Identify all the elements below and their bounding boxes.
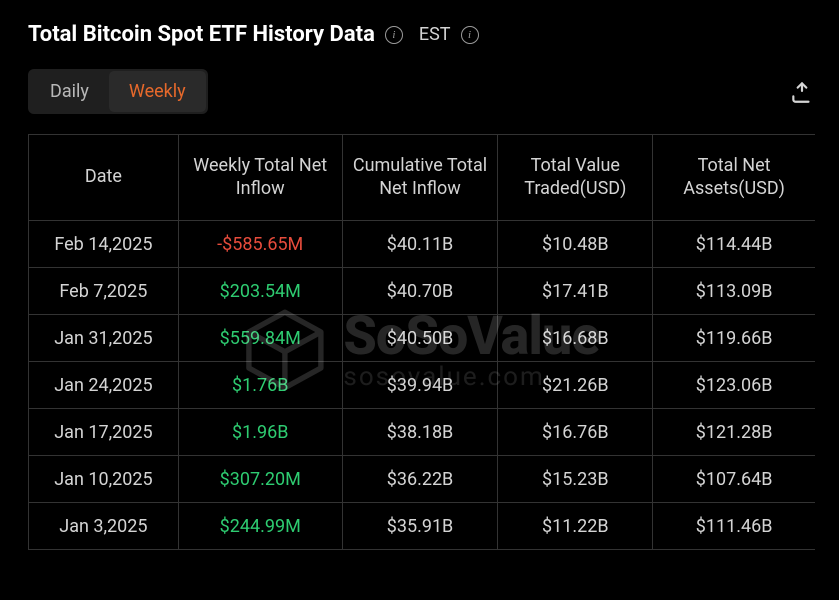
cell-traded: $16.68B <box>498 315 653 362</box>
table-row: Jan 17,2025$1.96B$38.18B$16.76B$121.28B <box>29 409 815 456</box>
table-body: Feb 14,2025-$585.65M$40.11B$10.48B$114.4… <box>29 221 815 550</box>
cell-inflow: $559.84M <box>179 315 343 362</box>
info-icon[interactable]: i <box>385 26 403 44</box>
tab-weekly[interactable]: Weekly <box>109 71 206 112</box>
cell-assets: $119.66B <box>653 315 815 362</box>
cell-traded: $15.23B <box>498 456 653 503</box>
cell-date: Jan 31,2025 <box>29 315 179 362</box>
data-table: Date Weekly Total Net Inflow Cumulative … <box>28 134 815 550</box>
page-title: Total Bitcoin Spot ETF History Data <box>28 22 375 47</box>
cell-date: Feb 14,2025 <box>29 221 179 268</box>
table-row: Jan 10,2025$307.20M$36.22B$15.23B$107.64… <box>29 456 815 503</box>
cell-inflow: $1.96B <box>179 409 343 456</box>
cell-date: Jan 3,2025 <box>29 503 179 550</box>
cell-inflow: -$585.65M <box>179 221 343 268</box>
timezone-label: EST <box>419 24 451 45</box>
cell-cumulative: $36.22B <box>343 456 499 503</box>
period-tabs: Daily Weekly <box>28 69 208 114</box>
cell-assets: $123.06B <box>653 362 815 409</box>
cell-assets: $121.28B <box>653 409 815 456</box>
table-row: Jan 31,2025$559.84M$40.50B$16.68B$119.66… <box>29 315 815 362</box>
cell-traded: $10.48B <box>498 221 653 268</box>
share-icon[interactable] <box>789 79 815 105</box>
cell-date: Jan 24,2025 <box>29 362 179 409</box>
col-header-inflow: Weekly Total Net Inflow <box>179 135 343 221</box>
cell-assets: $113.09B <box>653 268 815 315</box>
cell-assets: $114.44B <box>653 221 815 268</box>
cell-assets: $111.46B <box>653 503 815 550</box>
cell-inflow: $307.20M <box>179 456 343 503</box>
cell-date: Jan 10,2025 <box>29 456 179 503</box>
table-header-row: Date Weekly Total Net Inflow Cumulative … <box>29 135 815 221</box>
cell-date: Feb 7,2025 <box>29 268 179 315</box>
controls-row: Daily Weekly <box>28 69 815 114</box>
col-header-traded: Total Value Traded(USD) <box>498 135 653 221</box>
col-header-date: Date <box>29 135 179 221</box>
cell-cumulative: $38.18B <box>343 409 499 456</box>
table-row: Feb 14,2025-$585.65M$40.11B$10.48B$114.4… <box>29 221 815 268</box>
cell-traded: $17.41B <box>498 268 653 315</box>
cell-traded: $16.76B <box>498 409 653 456</box>
cell-cumulative: $35.91B <box>343 503 499 550</box>
col-header-cumulative: Cumulative Total Net Inflow <box>343 135 499 221</box>
col-header-assets: Total Net Assets(USD) <box>653 135 815 221</box>
cell-cumulative: $40.70B <box>343 268 499 315</box>
table-row: Jan 24,2025$1.76B$39.94B$21.26B$123.06B <box>29 362 815 409</box>
cell-traded: $21.26B <box>498 362 653 409</box>
cell-cumulative: $40.50B <box>343 315 499 362</box>
cell-inflow: $1.76B <box>179 362 343 409</box>
cell-assets: $107.64B <box>653 456 815 503</box>
cell-cumulative: $40.11B <box>343 221 499 268</box>
table-row: Jan 3,2025$244.99M$35.91B$11.22B$111.46B <box>29 503 815 550</box>
cell-inflow: $244.99M <box>179 503 343 550</box>
cell-traded: $11.22B <box>498 503 653 550</box>
header-row: Total Bitcoin Spot ETF History Data i ES… <box>28 22 815 47</box>
tab-daily[interactable]: Daily <box>30 71 109 112</box>
table-row: Feb 7,2025$203.54M$40.70B$17.41B$113.09B <box>29 268 815 315</box>
cell-date: Jan 17,2025 <box>29 409 179 456</box>
cell-cumulative: $39.94B <box>343 362 499 409</box>
info-icon[interactable]: i <box>461 26 479 44</box>
cell-inflow: $203.54M <box>179 268 343 315</box>
